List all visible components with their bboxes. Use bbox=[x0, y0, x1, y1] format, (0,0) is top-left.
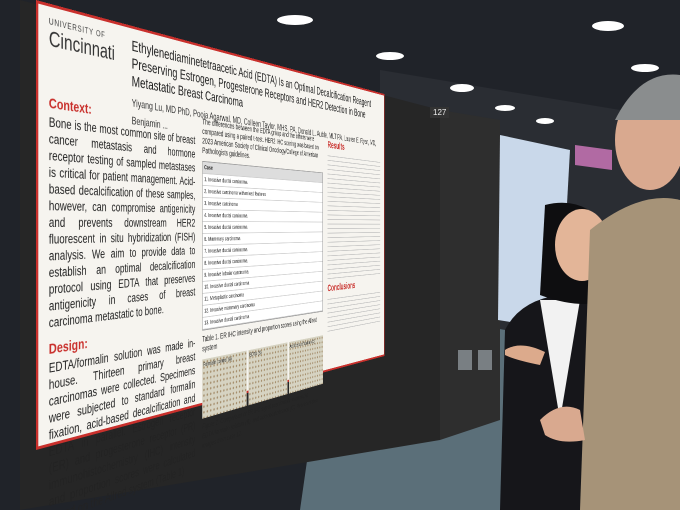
table-row: 4. Invasive ductal carcinoma bbox=[203, 210, 323, 223]
table: Case 1. Invasive ductal carcinoma 2. Inva… bbox=[202, 161, 323, 331]
figure-panel: EDTA (B) bbox=[249, 342, 288, 405]
left-column: Context: Bone is the most common site of… bbox=[49, 93, 195, 510]
right-column: Results Conclusions bbox=[328, 138, 381, 425]
text-lines bbox=[328, 151, 381, 281]
figure-panel: Formalin control (A) bbox=[202, 351, 247, 419]
paragraph: Bone is the most common site of breast c… bbox=[49, 114, 195, 332]
logo: UNIVERSITY OF Cincinnati bbox=[49, 16, 123, 67]
figure-panel: Acid decalcification (C) bbox=[289, 335, 323, 393]
board-number: 127 bbox=[430, 107, 449, 118]
middle-column: The differences between the EDTA group a… bbox=[202, 118, 323, 471]
text-lines bbox=[328, 288, 381, 334]
